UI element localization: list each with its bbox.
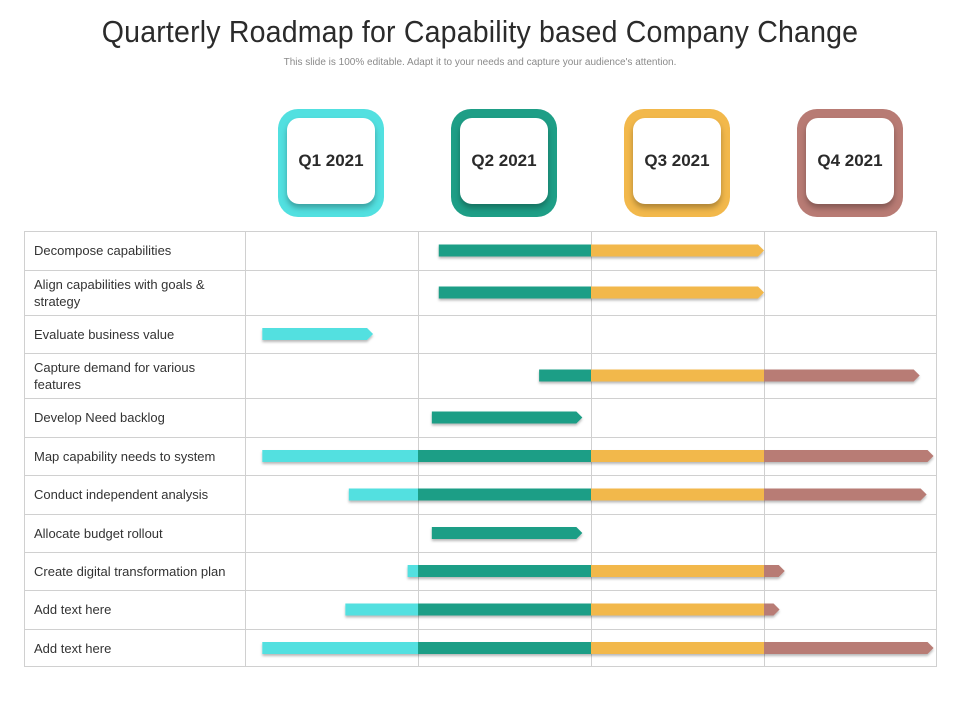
task-label: Add text here (34, 602, 112, 617)
task-bar-segment-q3 (591, 369, 764, 382)
row-divider (24, 353, 937, 354)
task-bar (438, 244, 764, 257)
task-bar-segment-q2 (418, 488, 591, 501)
row-divider (24, 398, 937, 399)
task-bar-segment-q2 (539, 369, 591, 382)
row-divider (24, 315, 937, 316)
task-label: Map capability needs to system (34, 448, 216, 464)
task-bar (262, 642, 934, 654)
task-bar (438, 286, 764, 299)
task-bar-segment-q2 (418, 450, 591, 462)
task-bar-segment-q2 (431, 411, 583, 424)
row-divider (24, 629, 937, 630)
task-label: Capture demand for various features (34, 359, 196, 392)
task-bar-segment-q3 (591, 642, 764, 654)
task-bar-segment-q4 (764, 488, 927, 501)
task-label: Decompose capabilities (34, 243, 172, 258)
task-label: Conduct independent analysis (34, 487, 209, 502)
quarter-header-2: Q2 2021 (451, 109, 557, 217)
task-bar (539, 369, 920, 382)
task-bar-segment-q2 (418, 603, 591, 616)
task-label: Align capabilities with goals & strategy (34, 276, 205, 309)
column-divider (591, 231, 592, 667)
task-bar-segment-q4 (764, 450, 934, 462)
task-bar-segment-q1 (348, 488, 418, 501)
row-divider (24, 552, 937, 553)
quarter-label: Q3 2021 (633, 118, 721, 204)
task-bar-segment-q2 (438, 286, 591, 299)
task-label: Evaluate business value (34, 326, 175, 342)
task-bar-segment-q3 (591, 244, 764, 257)
task-label: Develop Need backlog (34, 410, 165, 425)
task-bar-segment-q2 (438, 244, 591, 257)
quarter-label: Q1 2021 (287, 118, 375, 204)
task-bar-segment-q4 (764, 369, 920, 382)
task-bar (262, 328, 374, 340)
task-bar-segment-q1 (345, 603, 418, 616)
row-divider (24, 437, 937, 438)
task-bar-segment-q4 (764, 603, 780, 616)
task-bar (262, 450, 934, 462)
task-label: Create digital transformation plan (34, 563, 226, 579)
task-bar-segment-q2 (431, 527, 583, 539)
task-bar-segment-q2 (418, 642, 591, 654)
row-divider (24, 590, 937, 591)
page-subtitle: This slide is 100% editable. Adapt it to… (283, 57, 677, 68)
task-label: Add text here (34, 640, 112, 656)
task-bar (431, 411, 583, 424)
column-divider (764, 231, 765, 667)
task-bar (407, 565, 785, 577)
column-divider (418, 231, 419, 667)
quarter-header-4: Q4 2021 (797, 109, 903, 217)
quarter-label: Q4 2021 (806, 118, 894, 204)
task-bar-segment-q2 (418, 565, 591, 577)
task-bar-segment-q4 (764, 642, 934, 654)
task-bar (345, 603, 780, 616)
quarter-header-1: Q1 2021 (278, 109, 384, 217)
task-bar-segment-q1 (262, 642, 418, 654)
task-bar-segment-q1 (262, 328, 374, 340)
column-divider (245, 231, 246, 667)
row-divider (24, 475, 937, 476)
task-bar (431, 527, 583, 539)
task-bar-segment-q4 (764, 565, 785, 577)
task-bar (348, 488, 927, 501)
quarter-header-3: Q3 2021 (624, 109, 730, 217)
task-label: Allocate budget rollout (34, 525, 163, 541)
task-bar-segment-q3 (591, 450, 764, 462)
quarter-label: Q2 2021 (460, 118, 548, 204)
roadmap-table (24, 231, 937, 667)
task-bar-segment-q3 (591, 603, 764, 616)
task-bar-segment-q3 (591, 286, 764, 299)
task-bar-segment-q1 (407, 565, 418, 577)
task-bar-segment-q3 (591, 565, 764, 577)
task-bar-segment-q1 (262, 450, 418, 462)
row-divider (24, 270, 937, 271)
row-divider (24, 514, 937, 515)
task-bar-segment-q3 (591, 488, 764, 501)
page-title: Quarterly Roadmap for Capability based C… (101, 14, 859, 49)
